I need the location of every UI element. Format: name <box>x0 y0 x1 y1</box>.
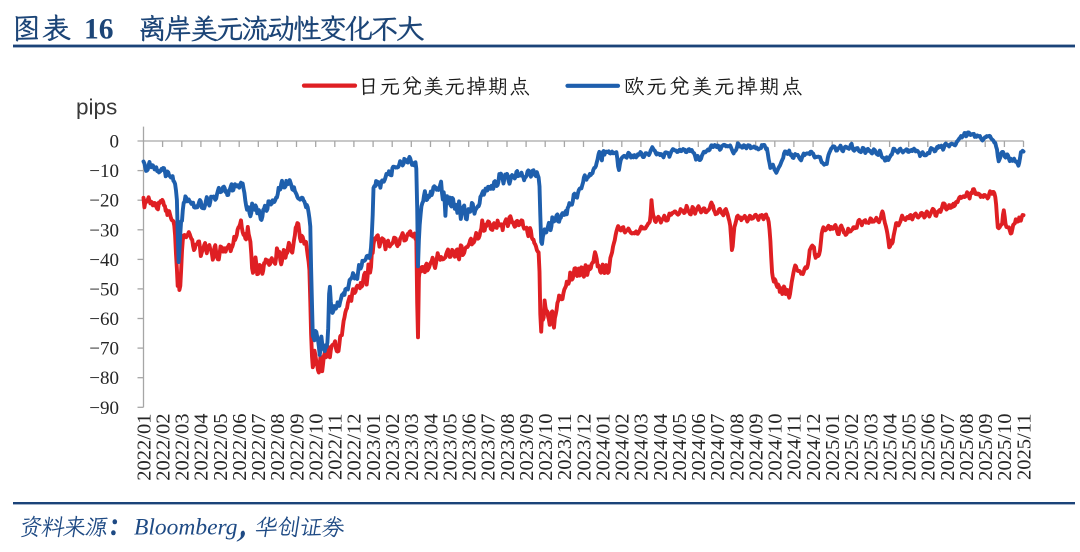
svg-text:2025/07: 2025/07 <box>937 414 959 481</box>
svg-text:2023/11: 2023/11 <box>554 414 576 480</box>
svg-text:2022/12: 2022/12 <box>344 414 366 481</box>
svg-text:2024/12: 2024/12 <box>803 414 825 481</box>
svg-text:2025/03: 2025/03 <box>860 414 882 481</box>
svg-text:−20: −20 <box>89 191 119 212</box>
svg-text:2022/04: 2022/04 <box>191 414 213 481</box>
svg-text:−80: −80 <box>89 368 119 389</box>
svg-text:2022/11: 2022/11 <box>325 414 347 480</box>
svg-text:2023/12: 2023/12 <box>573 414 595 481</box>
svg-text:2024/10: 2024/10 <box>765 414 787 481</box>
svg-text:2022/09: 2022/09 <box>286 414 308 481</box>
svg-text:2023/02: 2023/02 <box>382 414 404 481</box>
svg-text:Bloomberg: Bloomberg <box>134 515 238 541</box>
svg-text:pips: pips <box>76 95 117 120</box>
svg-text:2025/01: 2025/01 <box>822 414 844 481</box>
svg-text:2022/06: 2022/06 <box>229 414 251 481</box>
svg-text:2025/04: 2025/04 <box>879 414 901 481</box>
svg-text:2025/08: 2025/08 <box>956 414 978 481</box>
svg-text:2022/07: 2022/07 <box>248 414 270 481</box>
svg-text:2023/06: 2023/06 <box>459 414 481 481</box>
svg-text:2024/08: 2024/08 <box>726 414 748 481</box>
svg-text:2022/10: 2022/10 <box>306 414 328 481</box>
svg-text:2025/05: 2025/05 <box>899 414 921 481</box>
svg-text:2024/11: 2024/11 <box>784 414 806 480</box>
svg-text:2023/10: 2023/10 <box>535 414 557 481</box>
svg-text:2022/03: 2022/03 <box>172 414 194 481</box>
svg-text:2024/09: 2024/09 <box>746 414 768 481</box>
svg-text:0: 0 <box>110 132 120 153</box>
svg-text:−90: −90 <box>89 398 119 419</box>
svg-text:2024/06: 2024/06 <box>688 414 710 481</box>
svg-text:2024/01: 2024/01 <box>592 414 614 481</box>
svg-text:2025/10: 2025/10 <box>994 414 1016 481</box>
svg-text:2024/07: 2024/07 <box>707 414 729 481</box>
svg-text:2023/01: 2023/01 <box>363 414 385 481</box>
svg-text:2022/05: 2022/05 <box>210 414 232 481</box>
svg-text:−70: −70 <box>89 339 119 360</box>
svg-text:2023/09: 2023/09 <box>516 414 538 481</box>
svg-text:2025/06: 2025/06 <box>918 414 940 481</box>
svg-text:2025/09: 2025/09 <box>975 414 997 481</box>
svg-text:2023/03: 2023/03 <box>401 414 423 481</box>
svg-text:−50: −50 <box>89 279 119 300</box>
svg-text:2024/05: 2024/05 <box>669 414 691 481</box>
svg-text:2022/02: 2022/02 <box>152 414 174 481</box>
svg-text:−60: −60 <box>89 309 119 330</box>
svg-text:−40: −40 <box>89 250 119 271</box>
svg-text:2024/04: 2024/04 <box>650 414 672 481</box>
svg-text:2023/08: 2023/08 <box>497 414 519 481</box>
svg-text:−10: −10 <box>89 161 119 182</box>
svg-text:16: 16 <box>84 14 114 46</box>
svg-text:2023/04: 2023/04 <box>420 414 442 481</box>
svg-text:2022/01: 2022/01 <box>133 414 155 481</box>
svg-text:2024/03: 2024/03 <box>631 414 653 481</box>
svg-text:2022/08: 2022/08 <box>267 414 289 481</box>
svg-text:2023/05: 2023/05 <box>439 414 461 481</box>
svg-text:2024/02: 2024/02 <box>612 414 634 481</box>
svg-text:2023/07: 2023/07 <box>478 414 500 481</box>
svg-text:2025/11: 2025/11 <box>1013 414 1035 480</box>
svg-text:2025/02: 2025/02 <box>841 414 863 481</box>
svg-text:−30: −30 <box>89 220 119 241</box>
